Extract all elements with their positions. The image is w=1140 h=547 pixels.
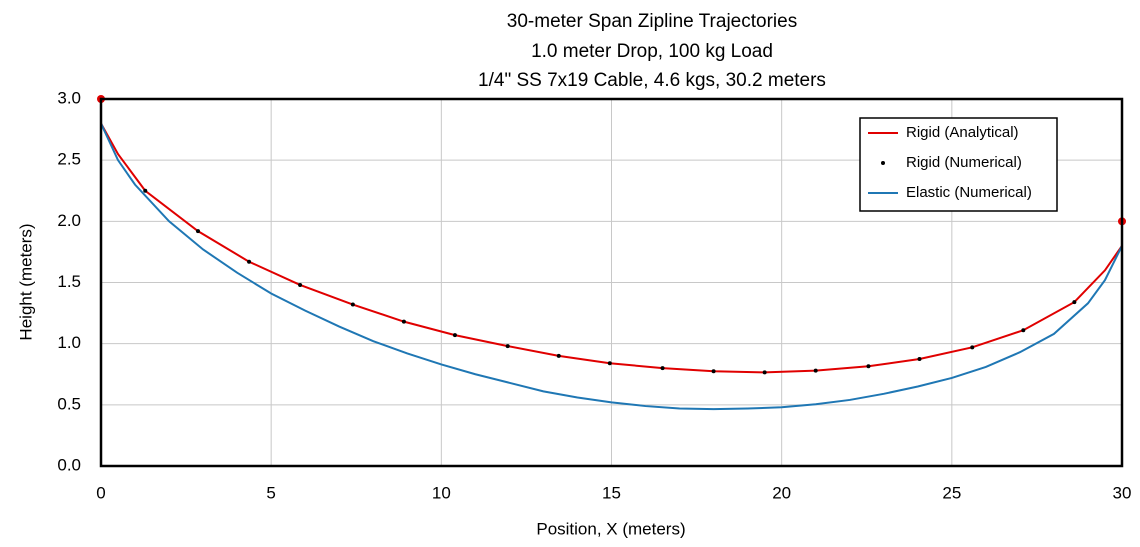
y-tick-label: 2.0 [57,211,81,230]
data-point [1021,328,1026,333]
legend-label: Rigid (Numerical) [906,154,1022,171]
y-tick-label: 0.5 [57,394,81,413]
y-tick-label: 0.0 [57,455,81,474]
data-point [452,333,457,338]
data-point [298,282,303,287]
data-point [866,364,871,369]
legend: Rigid (Analytical) Rigid (Numerical) Elast… [859,117,1058,212]
data-point [505,344,510,349]
data-point [401,319,406,324]
x-tick-label: 15 [602,483,621,502]
x-tick-label: 10 [432,483,451,502]
data-point [607,361,612,366]
x-tick-label: 25 [942,483,961,502]
plot-border [99,97,1124,468]
y-tick-label: 1.0 [57,333,81,352]
chart-title: 30-meter Span Zipline Trajectories [507,11,797,32]
y-tick-label: 2.5 [57,150,81,169]
x-axis-label: Position, X (meters) [536,519,685,538]
y-axis-label: Height (meters) [16,223,35,340]
x-tick-label: 30 [1113,483,1132,502]
y-tick-label: 1.5 [57,272,81,291]
data-point [350,302,355,307]
legend-label: Rigid (Analytical) [906,124,1019,141]
y-tick-label: 3.0 [57,88,81,107]
data-point [917,356,922,361]
legend-marker [881,161,885,165]
data-point [660,366,665,371]
data-point [813,368,818,373]
data-point [143,188,148,193]
x-tick-label: 0 [96,483,105,502]
x-tick-label: 5 [266,483,275,502]
x-tick-label: 20 [772,483,791,502]
chart-subtitle: 1/4" SS 7x19 Cable, 4.6 kgs, 30.2 meters [478,70,826,91]
data-point [556,353,561,358]
legend-label: Elastic (Numerical) [906,184,1032,201]
data-point [1072,300,1077,305]
data-line [100,123,1123,411]
data-point [762,370,767,375]
data-point [711,369,716,374]
data-point [247,259,252,264]
chart-subtitle: 1.0 meter Drop, 100 kg Load [531,41,773,62]
data-point [195,229,200,234]
data-point [970,345,975,350]
